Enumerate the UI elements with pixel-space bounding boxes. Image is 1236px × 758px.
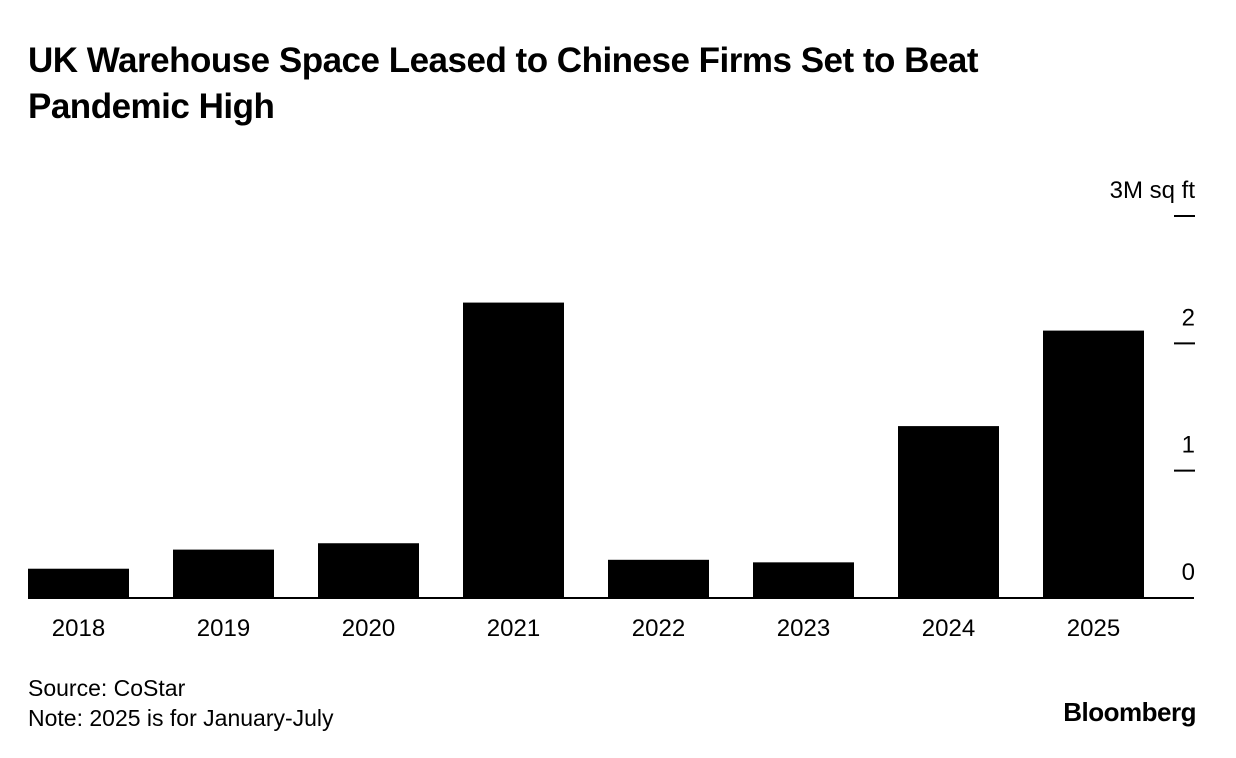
y-tick-label-3: 3M sq ft xyxy=(1110,177,1196,204)
x-tick-label-2021: 2021 xyxy=(487,615,540,642)
y-tick-label-0: 0 xyxy=(1182,559,1195,586)
bar-2021 xyxy=(463,302,564,598)
bar-2023 xyxy=(753,562,854,598)
x-tick-label-2019: 2019 xyxy=(197,615,250,642)
x-tick-label-2020: 2020 xyxy=(342,615,395,642)
chart-title: UK Warehouse Space Leased to Chinese Fir… xyxy=(28,41,979,126)
source-text: Source: CoStar xyxy=(28,675,186,701)
y-tick-label-2: 2 xyxy=(1182,304,1195,331)
footer-notes: Source: CoStar Note: 2025 is for January… xyxy=(28,673,334,733)
bar-2024 xyxy=(898,426,999,598)
bloomberg-logo: Bloomberg xyxy=(1063,697,1196,727)
bar-2019 xyxy=(173,549,274,598)
bar-2018 xyxy=(28,568,129,598)
y-axis: 0 1 2 3M sq ft xyxy=(1110,177,1196,586)
bar-2020 xyxy=(318,543,419,598)
y-tick-label-1: 1 xyxy=(1182,432,1195,459)
bar-2022 xyxy=(608,559,709,598)
x-tick-label-2023: 2023 xyxy=(777,615,830,642)
x-tick-label-2025: 2025 xyxy=(1067,615,1120,642)
bars-layer xyxy=(28,302,1144,598)
x-tick-label-2024: 2024 xyxy=(922,615,975,642)
x-tick-label-2018: 2018 xyxy=(52,615,105,642)
x-tick-label-2022: 2022 xyxy=(632,615,685,642)
note-text: Note: 2025 is for January-July xyxy=(28,705,334,731)
bar-2025 xyxy=(1043,330,1144,598)
x-axis-labels: 2018 2019 2020 2021 2022 2023 2024 2025 xyxy=(52,615,1120,642)
